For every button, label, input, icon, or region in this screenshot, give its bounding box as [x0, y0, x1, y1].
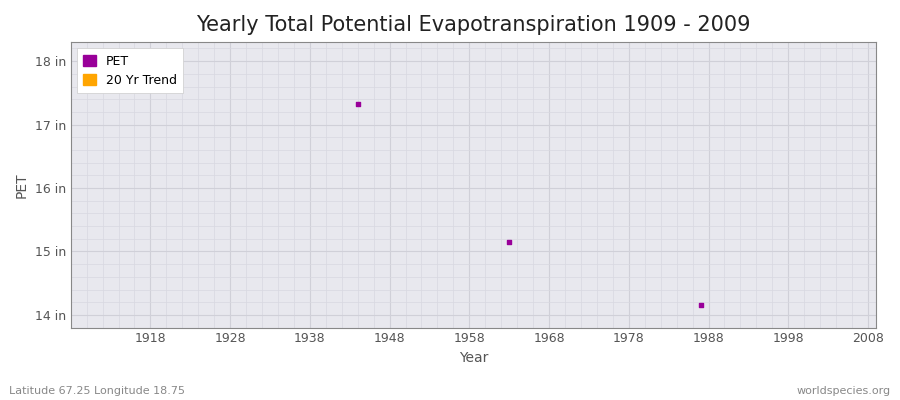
Point	[502, 239, 517, 245]
X-axis label: Year: Year	[459, 351, 488, 365]
Text: Latitude 67.25 Longitude 18.75: Latitude 67.25 Longitude 18.75	[9, 386, 185, 396]
Text: worldspecies.org: worldspecies.org	[796, 386, 891, 396]
Y-axis label: PET: PET	[15, 172, 29, 198]
Title: Yearly Total Potential Evapotranspiration 1909 - 2009: Yearly Total Potential Evapotranspiratio…	[196, 15, 751, 35]
Point	[350, 101, 365, 108]
Legend: PET, 20 Yr Trend: PET, 20 Yr Trend	[76, 48, 183, 93]
Point	[693, 302, 707, 308]
